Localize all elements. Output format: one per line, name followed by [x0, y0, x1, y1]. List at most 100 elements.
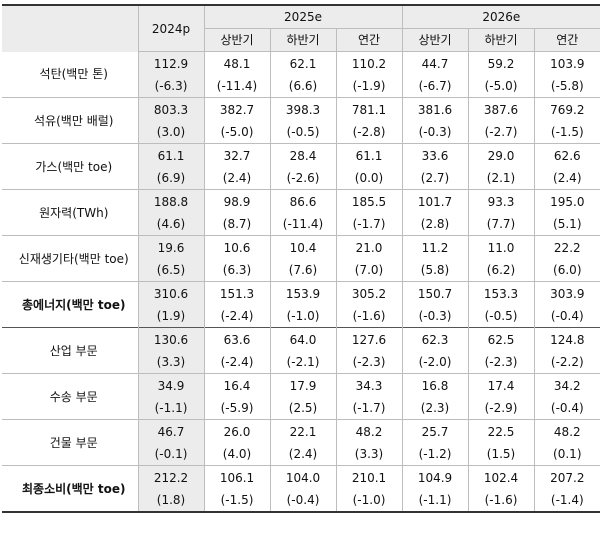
change-cell: (6.2) — [467, 259, 535, 282]
value-cell: 32.7 — [203, 143, 270, 167]
header-2025-annual: 연간 — [335, 28, 403, 52]
value-cell: 10.4 — [269, 235, 336, 259]
change-cell: (-1.5) — [533, 121, 600, 144]
value-cell: 124.8 — [533, 327, 600, 351]
value-cell: 150.7 — [401, 281, 469, 305]
change-cell: (-2.4) — [203, 305, 270, 328]
table-row: 수송 부문 34.9 16.4 17.9 34.3 16.8 17.4 34.2 — [2, 373, 600, 420]
value-cell: 26.0 — [203, 419, 270, 443]
change-cell: (-1.2) — [401, 443, 469, 466]
change-cell: (-5.0) — [467, 75, 535, 98]
row-label: 석유(백만 배럴) — [2, 97, 138, 144]
value-cell: 33.6 — [401, 143, 469, 167]
value-cell: 104.0 — [269, 465, 336, 489]
value-cell: 22.2 — [533, 235, 600, 259]
value-cell: 781.1 — [335, 97, 403, 121]
value-cell: 110.2 — [335, 51, 403, 75]
change-cell: (5.1) — [533, 213, 600, 236]
value-cell: 34.3 — [335, 373, 403, 397]
value-cell: 98.9 — [203, 189, 270, 213]
row-label: 최종소비(백만 toe) — [2, 465, 138, 513]
change-cell: (6.0) — [533, 259, 600, 282]
value-cell: 19.6 — [137, 235, 204, 259]
table-row-change: (6.9) (2.4) (-2.6) (0.0) (2.7) (2.1) (2.4) — [2, 167, 600, 190]
header-2025-h2: 하반기 — [269, 28, 336, 52]
value-cell: 303.9 — [533, 281, 600, 305]
value-cell: 22.1 — [269, 419, 336, 443]
change-cell: (-2.8) — [335, 121, 403, 144]
row-label: 산업 부문 — [2, 327, 138, 374]
change-cell: (-1.0) — [335, 489, 403, 513]
change-cell: (-11.4) — [269, 213, 336, 236]
value-cell: 103.9 — [533, 51, 600, 75]
change-cell: (-1.7) — [335, 397, 403, 420]
table-row: 산업 부문 130.6 63.6 64.0 127.6 62.3 62.5 124.8 — [2, 327, 600, 374]
header-blank — [2, 4, 138, 52]
table-row: 총에너지(백만 toe) 310.6 151.3 153.9 305.2 150.7 153… — [2, 281, 600, 328]
change-cell: (-2.3) — [335, 351, 403, 374]
change-cell: (-1.6) — [335, 305, 403, 328]
change-cell: (-2.3) — [467, 351, 535, 374]
change-cell: (6.6) — [269, 75, 336, 98]
value-cell: 188.8 — [137, 189, 204, 213]
value-cell: 101.7 — [401, 189, 469, 213]
value-cell: 64.0 — [269, 327, 336, 351]
change-cell: (-2.0) — [401, 351, 469, 374]
value-cell: 195.0 — [533, 189, 600, 213]
change-cell: (-2.2) — [533, 351, 600, 374]
row-label: 신재생기타(백만 toe) — [2, 235, 138, 282]
change-cell: (-0.1) — [137, 443, 204, 466]
change-cell: (-2.7) — [467, 121, 535, 144]
table-row: 석탄(백만 톤) 112.9 48.1 62.1 110.2 44.7 59.2 103.9 — [2, 51, 600, 98]
change-cell: (3.3) — [137, 351, 204, 374]
change-cell: (-1.1) — [401, 489, 469, 513]
header-2026: 2026e — [401, 4, 600, 29]
value-cell: 153.3 — [467, 281, 535, 305]
change-cell: (-0.4) — [533, 305, 600, 328]
value-cell: 127.6 — [335, 327, 403, 351]
value-cell: 130.6 — [137, 327, 204, 351]
change-cell: (2.1) — [467, 167, 535, 190]
header-row-years: 2024p 2025e 2026e — [2, 4, 600, 52]
value-cell: 48.1 — [203, 51, 270, 75]
table-row-change: (1.8) (-1.5) (-0.4) (-1.0) (-1.1) (-1.6) (-1.4… — [2, 489, 600, 513]
change-cell: (7.6) — [269, 259, 336, 282]
value-cell: 34.9 — [137, 373, 204, 397]
value-cell: 62.5 — [467, 327, 535, 351]
value-cell: 102.4 — [467, 465, 535, 489]
table-row-change: (-1.1) (-5.9) (2.5) (-1.7) (2.3) (-2.9) (-0.4) — [2, 397, 600, 420]
value-cell: 11.2 — [401, 235, 469, 259]
change-cell: (-0.3) — [401, 121, 469, 144]
table-row-change: (3.3) (-2.4) (-2.1) (-2.3) (-2.0) (-2.3) (-2.2… — [2, 351, 600, 374]
value-cell: 11.0 — [467, 235, 535, 259]
value-cell: 48.2 — [533, 419, 600, 443]
change-cell: (-1.1) — [137, 397, 204, 420]
value-cell: 48.2 — [335, 419, 403, 443]
change-cell: (2.4) — [269, 443, 336, 466]
value-cell: 62.6 — [533, 143, 600, 167]
value-cell: 29.0 — [467, 143, 535, 167]
change-cell: (2.4) — [203, 167, 270, 190]
table-row: 건물 부문 46.7 26.0 22.1 48.2 25.7 22.5 48.2 — [2, 419, 600, 466]
value-cell: 86.6 — [269, 189, 336, 213]
change-cell: (-0.3) — [401, 305, 469, 328]
change-cell: (2.3) — [401, 397, 469, 420]
change-cell: (6.9) — [137, 167, 204, 190]
value-cell: 151.3 — [203, 281, 270, 305]
row-label: 원자력(TWh) — [2, 189, 138, 236]
value-cell: 28.4 — [269, 143, 336, 167]
value-cell: 93.3 — [467, 189, 535, 213]
change-cell: (8.7) — [203, 213, 270, 236]
energy-forecast-table: 2024p 2025e 2026e 상반기 하반기 연간 상반기 하반기 연간 … — [2, 4, 600, 513]
table-row: 최종소비(백만 toe) 212.2 106.1 104.0 210.1 104.9 102… — [2, 465, 600, 513]
value-cell: 34.2 — [533, 373, 600, 397]
value-cell: 59.2 — [467, 51, 535, 75]
change-cell: (6.5) — [137, 259, 204, 282]
header-row-periods: 상반기 하반기 연간 상반기 하반기 연간 — [2, 28, 600, 52]
change-cell: (-6.7) — [401, 75, 469, 98]
value-cell: 16.8 — [401, 373, 469, 397]
value-cell: 10.6 — [203, 235, 270, 259]
value-cell: 62.3 — [401, 327, 469, 351]
change-cell: (0.0) — [335, 167, 403, 190]
value-cell: 185.5 — [335, 189, 403, 213]
